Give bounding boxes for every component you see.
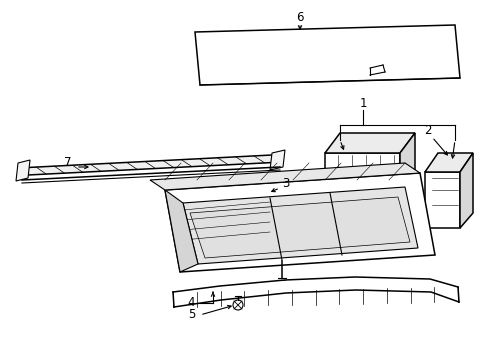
Polygon shape (400, 133, 415, 223)
Polygon shape (325, 153, 400, 223)
Text: 7: 7 (64, 156, 72, 168)
Text: 6: 6 (296, 10, 304, 23)
Polygon shape (16, 160, 30, 181)
Polygon shape (165, 190, 198, 272)
Polygon shape (325, 133, 415, 153)
Polygon shape (425, 172, 460, 228)
Polygon shape (425, 153, 473, 172)
Polygon shape (195, 25, 460, 85)
Polygon shape (165, 173, 435, 272)
Polygon shape (460, 153, 473, 228)
Polygon shape (190, 197, 410, 258)
Polygon shape (270, 150, 285, 170)
Polygon shape (150, 163, 420, 190)
Polygon shape (18, 155, 283, 175)
Polygon shape (183, 187, 418, 264)
Text: 4: 4 (188, 297, 195, 310)
Text: 1: 1 (359, 96, 367, 109)
Text: 5: 5 (188, 309, 195, 321)
Text: 3: 3 (282, 176, 290, 189)
Text: 2: 2 (424, 123, 432, 136)
